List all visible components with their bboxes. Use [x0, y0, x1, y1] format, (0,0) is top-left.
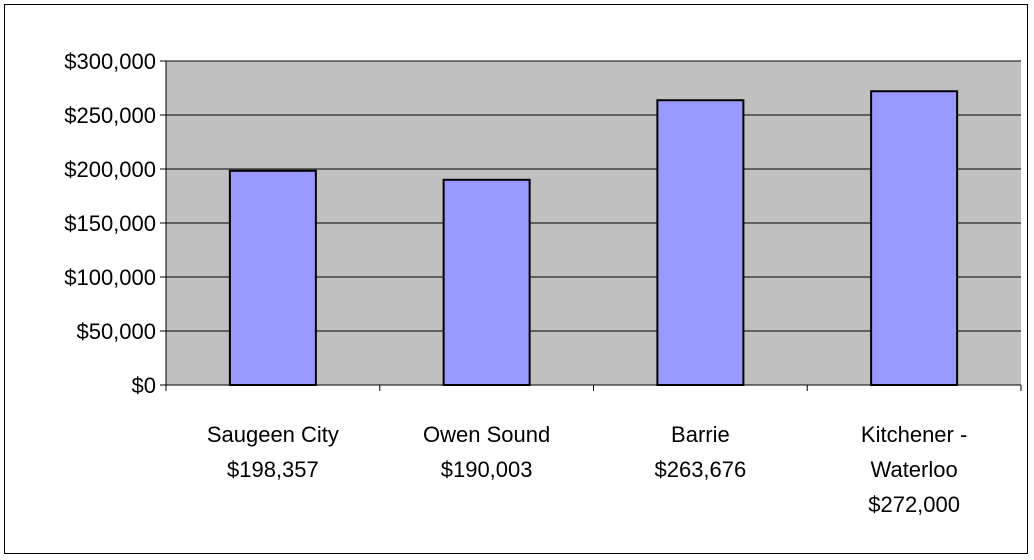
x-category-label: Saugeen City: [207, 422, 339, 447]
chart-frame: $0 $50,000 $100,000 $150,000 $200,000 $250,00…: [4, 4, 1028, 554]
y-tick-label: $50,000: [76, 319, 156, 344]
x-category-label: Owen Sound: [423, 422, 550, 447]
x-category-labels: Saugeen City $198,357 Owen Sound $190,003 Ba…: [207, 422, 967, 517]
y-tick-label: $0: [132, 373, 156, 398]
bar-chart: $0 $50,000 $100,000 $150,000 $200,000 $250,00…: [64, 49, 1022, 517]
x-category-label: $272,000: [868, 492, 960, 517]
x-category-label: Kitchener -: [861, 422, 967, 447]
bar: [656, 99, 745, 386]
bar: [228, 169, 317, 386]
x-category-label: $198,357: [227, 457, 319, 482]
y-tick-label: $150,000: [64, 211, 156, 236]
y-tick-label: $200,000: [64, 157, 156, 182]
x-category-label: Waterloo: [871, 457, 958, 482]
x-category-label: Barrie: [671, 422, 730, 447]
bar: [870, 90, 959, 387]
y-tick-label: $300,000: [64, 49, 156, 74]
x-category-label: $263,676: [654, 457, 746, 482]
y-tick-label: $250,000: [64, 103, 156, 128]
x-category-label: $190,003: [441, 457, 533, 482]
bar: [442, 178, 531, 386]
y-tick-labels: $0 $50,000 $100,000 $150,000 $200,000 $250,00…: [64, 49, 156, 398]
bars: [228, 90, 959, 387]
y-tick-label: $100,000: [64, 265, 156, 290]
axes: [160, 60, 1022, 391]
